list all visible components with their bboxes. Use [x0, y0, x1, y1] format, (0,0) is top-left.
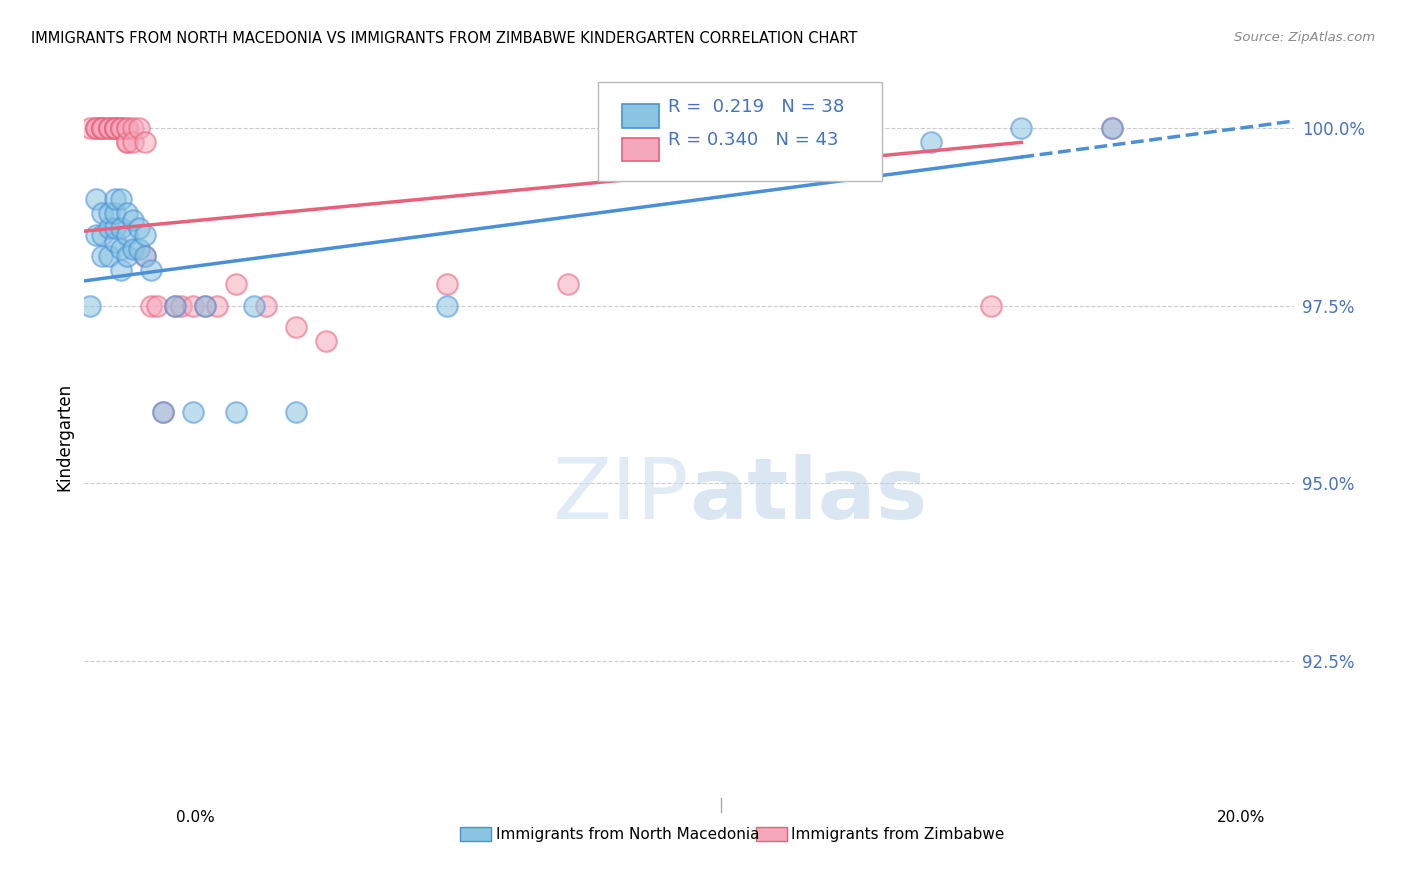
Text: R =  0.219   N = 38: R = 0.219 N = 38 — [668, 97, 845, 116]
Point — [79, 299, 101, 313]
Point — [980, 299, 1002, 313]
Point — [225, 277, 247, 292]
Point — [115, 206, 138, 220]
Point — [436, 277, 458, 292]
Point — [285, 405, 308, 419]
Point — [79, 121, 101, 136]
Point — [110, 220, 132, 235]
Point — [242, 299, 264, 313]
Point — [104, 206, 127, 220]
Point — [170, 299, 193, 313]
Point — [194, 299, 217, 313]
Point — [97, 121, 120, 136]
FancyBboxPatch shape — [623, 104, 659, 128]
Point — [86, 121, 108, 136]
Point — [152, 405, 174, 419]
Point — [1101, 121, 1123, 136]
Point — [91, 121, 114, 136]
Point — [91, 227, 114, 242]
Point — [86, 121, 108, 136]
Point — [128, 242, 150, 256]
Point — [104, 121, 127, 136]
Point — [86, 227, 108, 242]
Point — [121, 213, 143, 227]
Point — [134, 249, 156, 263]
Point — [91, 249, 114, 263]
Point — [121, 242, 143, 256]
Point — [134, 227, 156, 242]
Point — [115, 227, 138, 242]
Point — [91, 121, 114, 136]
Y-axis label: Kindergarten: Kindergarten — [55, 383, 73, 491]
Point — [115, 249, 138, 263]
Point — [110, 121, 132, 136]
Point — [207, 299, 229, 313]
Point — [121, 121, 143, 136]
Point — [104, 121, 127, 136]
Point — [91, 121, 114, 136]
Point — [86, 121, 108, 136]
Point — [128, 121, 150, 136]
FancyBboxPatch shape — [623, 138, 659, 161]
Point — [104, 192, 127, 206]
Point — [920, 136, 942, 150]
Point — [285, 320, 308, 334]
Text: 20.0%: 20.0% — [1218, 810, 1265, 825]
Point — [194, 299, 217, 313]
Point — [115, 136, 138, 150]
Text: Immigrants from Zimbabwe: Immigrants from Zimbabwe — [790, 827, 1004, 841]
Point — [165, 299, 187, 313]
Point — [115, 121, 138, 136]
Point — [110, 263, 132, 277]
Point — [115, 136, 138, 150]
Point — [104, 220, 127, 235]
Point — [146, 299, 169, 313]
Point — [139, 263, 162, 277]
Point — [315, 334, 337, 349]
Point — [97, 121, 120, 136]
Text: ZIP: ZIP — [553, 454, 689, 537]
Point — [181, 405, 204, 419]
Point — [97, 249, 120, 263]
Point — [225, 405, 247, 419]
Point — [110, 242, 132, 256]
Point — [152, 405, 174, 419]
Point — [97, 206, 120, 220]
Point — [97, 121, 120, 136]
Point — [254, 299, 277, 313]
Text: Source: ZipAtlas.com: Source: ZipAtlas.com — [1234, 31, 1375, 45]
Point — [110, 192, 132, 206]
Point — [115, 121, 138, 136]
Point — [139, 299, 162, 313]
Text: IMMIGRANTS FROM NORTH MACEDONIA VS IMMIGRANTS FROM ZIMBABWE KINDERGARTEN CORRELA: IMMIGRANTS FROM NORTH MACEDONIA VS IMMIG… — [31, 31, 858, 46]
Point — [436, 299, 458, 313]
Point — [134, 249, 156, 263]
Point — [128, 220, 150, 235]
Point — [181, 299, 204, 313]
Point — [104, 235, 127, 249]
Point — [110, 121, 132, 136]
Point — [91, 121, 114, 136]
Point — [1101, 121, 1123, 136]
Point — [104, 121, 127, 136]
Point — [1011, 121, 1033, 136]
Point — [91, 206, 114, 220]
Point — [110, 121, 132, 136]
Point — [557, 277, 579, 292]
FancyBboxPatch shape — [599, 82, 883, 181]
Text: Immigrants from North Macedonia: Immigrants from North Macedonia — [495, 827, 759, 841]
Point — [104, 121, 127, 136]
Point — [121, 136, 143, 150]
Text: atlas: atlas — [689, 454, 927, 537]
Point — [165, 299, 187, 313]
Text: R = 0.340   N = 43: R = 0.340 N = 43 — [668, 131, 839, 149]
Point — [134, 136, 156, 150]
Text: 0.0%: 0.0% — [176, 810, 215, 825]
Point — [86, 192, 108, 206]
Point — [97, 220, 120, 235]
